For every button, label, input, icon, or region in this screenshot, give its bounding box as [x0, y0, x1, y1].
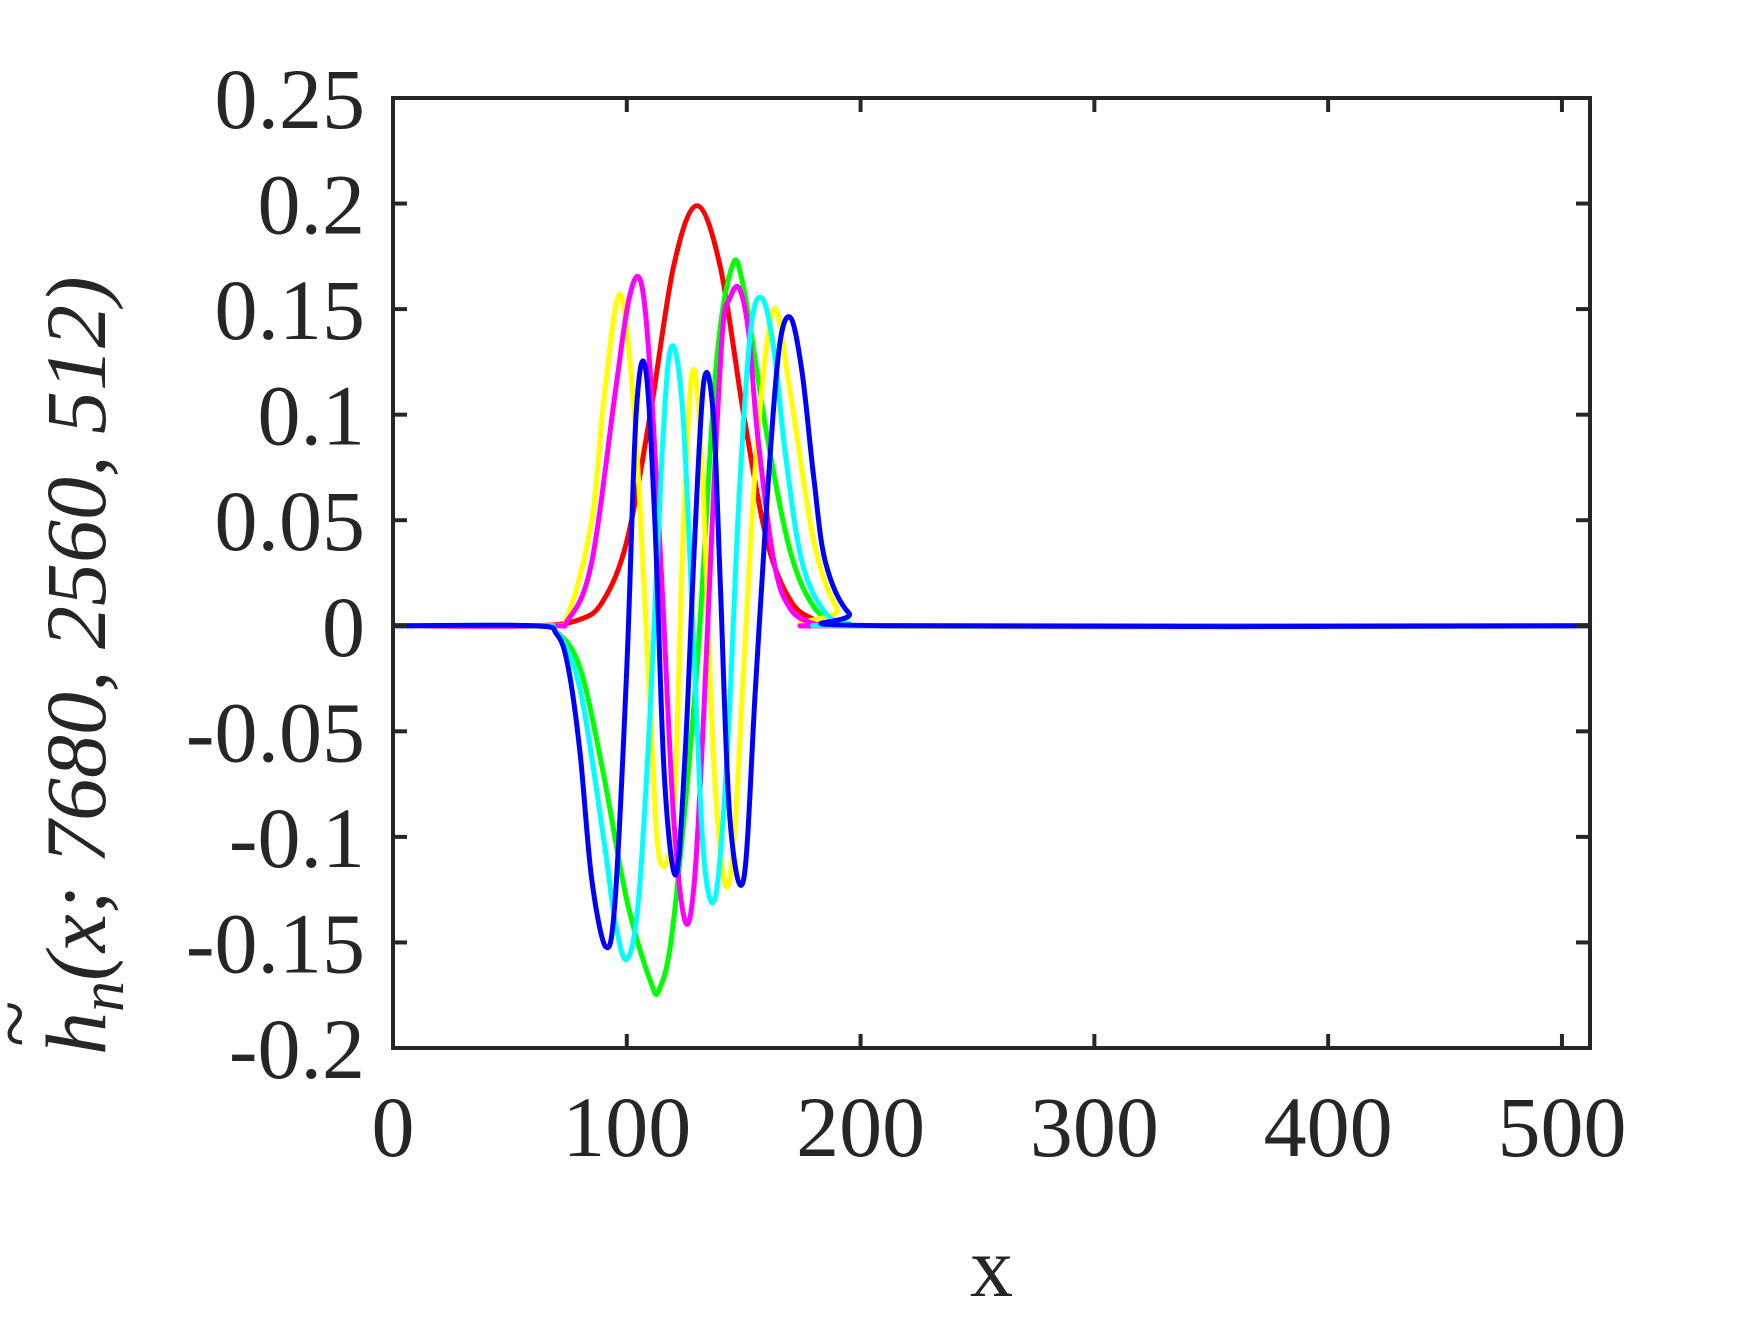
y-tick-label: -0.2: [229, 1001, 365, 1097]
x-tick-label: 300: [1030, 1079, 1159, 1175]
plot-frame: [391, 96, 1592, 1050]
y-tick-labels: 0.25 0.20.15 0.10.05 0-0.05 -0.1-0.15 -0.2: [186, 51, 365, 1097]
x-tick-label: 100: [562, 1079, 691, 1175]
series-line-3: [392, 291, 1591, 890]
y-axis-title-accent: ~: [0, 1000, 62, 1047]
series-layer: [392, 203, 1591, 997]
y-tick-label: 0.15: [215, 262, 366, 358]
y-tick-label: 0.25: [215, 51, 366, 147]
y-tick-label: -0.1: [229, 790, 365, 886]
x-tick-label: 0: [372, 1079, 415, 1175]
y-tick-label: 0.1: [258, 368, 366, 464]
y-axis-title-args: (x; 7680, 2560, 512): [28, 276, 124, 981]
y-tick-label: 0: [322, 579, 365, 675]
x-tick-label: 400: [1264, 1079, 1393, 1175]
y-axis-title-main: h: [28, 1012, 124, 1055]
x-tick-labels: 0 100 200 300 400 500: [372, 1079, 1627, 1175]
y-tick-label: 0.05: [215, 473, 366, 569]
series-line-6: [392, 314, 1591, 951]
x-tick-label: 200: [796, 1079, 925, 1175]
tick-layer: [391, 96, 1590, 1050]
series-line-1: [392, 203, 1591, 629]
x-tick-label: 500: [1497, 1079, 1626, 1175]
x-axis-title: x: [970, 1219, 1013, 1313]
y-tick-label: 0.2: [258, 157, 366, 253]
y-axis-title-subscript: n: [69, 981, 137, 1012]
y-axis-title: hn(x; 7680, 2560, 512) ~: [0, 276, 137, 1055]
y-tick-label: -0.15: [186, 895, 365, 991]
svg-text:hn(x; 7680, 2560, 512): hn(x; 7680, 2560, 512): [28, 276, 137, 1055]
y-tick-label: -0.05: [186, 684, 365, 780]
